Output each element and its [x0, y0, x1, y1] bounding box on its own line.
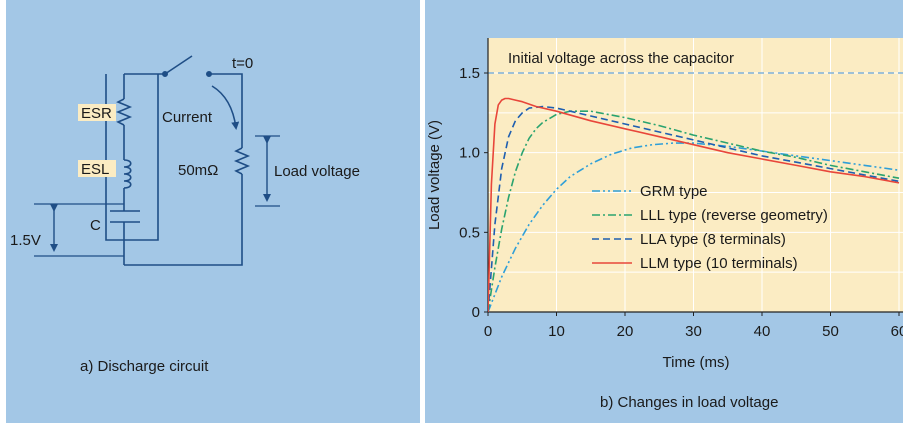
load-resistor [233, 147, 251, 175]
load-voltage-label: Load voltage [274, 163, 360, 180]
y-tick-label-0: 0 [472, 304, 480, 321]
voltage-label: 1.5V [10, 232, 41, 249]
plot-ticks: 0 10 20 30 40 50 60 0 0.5 1.0 1.5 [459, 65, 903, 340]
left-border-strip [0, 0, 6, 423]
initial-voltage-annotation: Initial voltage across the capacitor [508, 50, 734, 67]
plot-grid [488, 38, 903, 312]
y-axis-label: Load voltage (V) [426, 120, 443, 230]
circuit-inner-loop [105, 74, 159, 241]
switch-label: t=0 [232, 55, 253, 72]
current-arrow [211, 85, 240, 130]
switch-blade [164, 55, 193, 75]
legend-label-0: GRM type [640, 183, 708, 200]
x-tick-label-2: 20 [617, 323, 634, 340]
legend-label-2: LLA type (8 terminals) [640, 231, 786, 248]
circuit-bottom-wire [124, 174, 243, 266]
esl-label-box [78, 160, 116, 177]
divider-strip [420, 0, 425, 423]
plot-axes [487, 38, 903, 313]
x-tick-label-1: 10 [548, 323, 565, 340]
legend-label-1: LLL type (reverse geometry) [640, 207, 828, 224]
series-line-3 [488, 97, 900, 312]
esr-label: ESR [81, 105, 112, 122]
series-line-2 [488, 105, 900, 312]
esr-resistor [115, 98, 133, 126]
esl-label: ESL [81, 161, 109, 178]
x-tick-label-3: 30 [685, 323, 702, 340]
plot-legend: GRM type LLL type (reverse geometry) LLA t… [592, 183, 828, 272]
resistor-label: 50mΩ [178, 162, 218, 179]
y-tick-label-3: 1.5 [459, 65, 480, 82]
x-tick-label-5: 50 [822, 323, 839, 340]
capacitor-label: C [90, 217, 101, 234]
load-voltage-chart: 0 10 20 30 40 50 60 0 0.5 1.0 1.5 GRM type LLL type… [426, 38, 903, 411]
x-tick-label-6: 60 [891, 323, 903, 340]
plot-area [488, 38, 903, 312]
circuit-right-wire [209, 73, 243, 148]
circuit-caption: a) Discharge circuit [80, 358, 209, 375]
y-tick-label-1: 0.5 [459, 224, 480, 241]
y-tick-label-2: 1.0 [459, 145, 480, 162]
series-line-0 [488, 142, 900, 312]
legend-label-3: LLM type (10 terminals) [640, 255, 798, 272]
esl-inductor [123, 159, 132, 189]
discharge-circuit [34, 55, 280, 266]
x-tick-label-4: 40 [754, 323, 771, 340]
current-label: Current [162, 109, 213, 126]
chart-caption: b) Changes in load voltage [600, 394, 778, 411]
x-tick-label-0: 0 [484, 323, 492, 340]
esr-label-box [78, 104, 116, 121]
plot-series [488, 97, 900, 312]
x-axis-label: Time (ms) [663, 354, 730, 371]
